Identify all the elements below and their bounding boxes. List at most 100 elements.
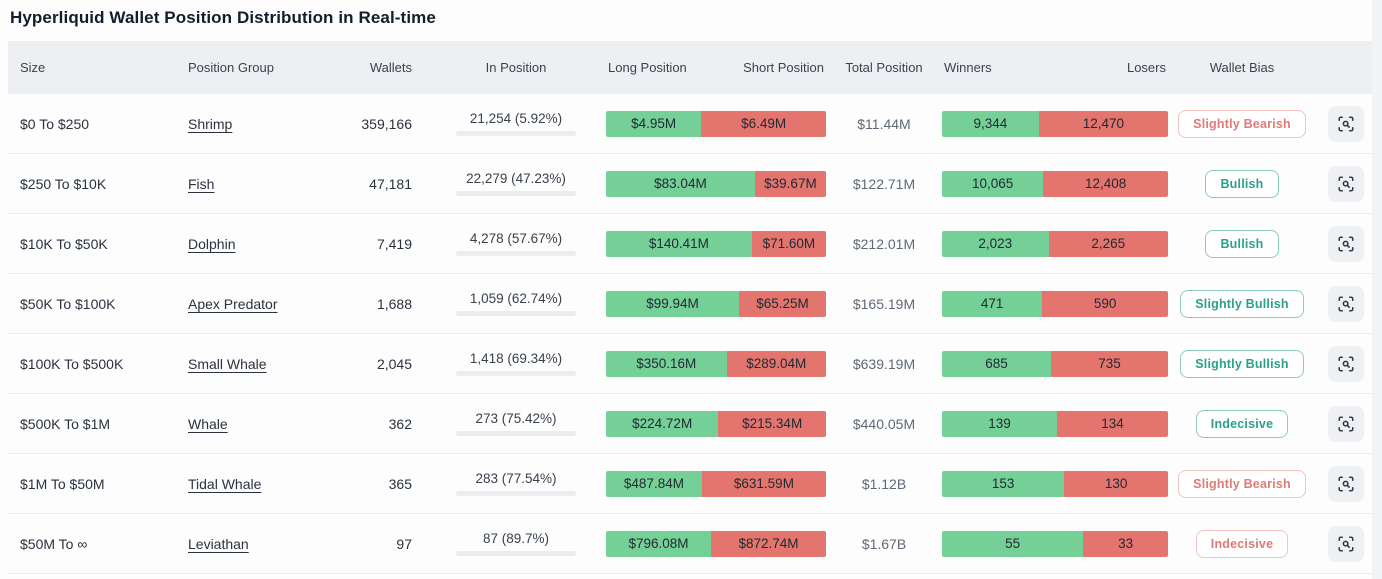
in-position-progress-track — [456, 491, 576, 496]
wallet-bias-badge: Bullish — [1205, 229, 1279, 258]
position-group-link[interactable]: Small Whale — [188, 355, 267, 372]
table-row: $500K To $1M Whale 362 273 (75.42%) $224… — [8, 394, 1372, 454]
inspect-wallets-button[interactable] — [1328, 165, 1364, 202]
short-position-segment: $65.25M — [739, 290, 826, 317]
position-group-link[interactable]: Whale — [188, 415, 228, 432]
winners-segment: 153 — [942, 470, 1065, 497]
long-position-segment: $224.72M — [606, 410, 719, 437]
winners-segment: 139 — [942, 410, 1058, 437]
inspect-wallets-button[interactable] — [1328, 285, 1364, 322]
losers-segment: 12,470 — [1038, 110, 1168, 137]
position-group-cell: Small Whale — [188, 356, 338, 372]
table-row: $250 To $10K Fish 47,181 22,279 (47.23%)… — [8, 154, 1372, 214]
row-action-cell — [1316, 105, 1376, 142]
winners-losers-bar: 139 134 — [942, 410, 1168, 437]
inspect-wallets-button[interactable] — [1328, 405, 1364, 442]
winners-losers-bar: 471 590 — [942, 290, 1168, 317]
position-group-link[interactable]: Tidal Whale — [188, 475, 262, 492]
size-range: $10K To $50K — [20, 235, 108, 252]
size-range: $1M To $50M — [20, 475, 105, 492]
wallet-bias-cell: Slightly Bullish — [1168, 289, 1316, 318]
winners-segment: 55 — [942, 530, 1084, 557]
row-action-cell — [1316, 225, 1376, 262]
wallet-bias-cell: Bullish — [1168, 229, 1316, 258]
in-position-cell: 21,254 (5.92%) — [426, 111, 606, 136]
col-header-size: Size — [20, 60, 46, 75]
col-header-bias: Wallet Bias — [1209, 60, 1275, 75]
total-position: $11.44M — [857, 115, 911, 132]
in-position-label: 87 (89.7%) — [482, 531, 550, 546]
losers-segment: 134 — [1057, 410, 1168, 437]
wallets-count: 365 — [388, 475, 412, 492]
position-group-cell: Apex Predator — [188, 296, 338, 312]
long-short-bar: $83.04M $39.67M — [606, 170, 826, 197]
long-short-bar: $487.84M $631.59M — [606, 470, 826, 497]
inspect-wallets-button[interactable] — [1328, 525, 1364, 562]
size-range: $50K To $100K — [20, 295, 116, 312]
in-position-label: 1,418 (69.34%) — [469, 351, 563, 366]
long-position-segment: $350.16M — [606, 350, 727, 377]
size-range: $250 To $10K — [20, 175, 107, 192]
long-position-segment: $796.08M — [606, 530, 711, 557]
wallet-bias-badge: Indecisive — [1195, 409, 1289, 438]
winners-segment: 2,023 — [942, 230, 1049, 257]
position-group-link[interactable]: Apex Predator — [188, 295, 278, 312]
winners-losers-bar: 2,023 2,265 — [942, 230, 1168, 257]
short-position-segment: $289.04M — [726, 350, 826, 377]
winners-losers-bar: 685 735 — [942, 350, 1168, 377]
col-header-total: Total Position — [845, 60, 923, 75]
row-action-cell — [1316, 285, 1376, 322]
table-header-row: Size Position Group Wallets In Position … — [8, 41, 1372, 94]
in-position-cell: 22,279 (47.23%) — [426, 171, 606, 196]
in-position-progress-track — [456, 251, 576, 256]
in-position-label: 22,279 (47.23%) — [466, 171, 566, 186]
scan-search-icon — [1337, 475, 1355, 493]
in-position-cell: 1,418 (69.34%) — [426, 351, 606, 376]
position-group-cell: Fish — [188, 176, 338, 192]
in-position-label: 21,254 (5.92%) — [469, 111, 563, 126]
position-group-link[interactable]: Fish — [188, 175, 215, 192]
winners-losers-bar: 55 33 — [942, 530, 1168, 557]
col-header-in-position: In Position — [485, 60, 547, 75]
col-header-short: Short Position — [743, 60, 824, 75]
scan-search-icon — [1337, 355, 1355, 373]
losers-segment: 12,408 — [1043, 170, 1168, 197]
in-position-label: 273 (75.42%) — [475, 411, 557, 426]
table-row: $100K To $500K Small Whale 2,045 1,418 (… — [8, 334, 1372, 394]
scan-search-icon — [1337, 415, 1355, 433]
table-row: $50K To $100K Apex Predator 1,688 1,059 … — [8, 274, 1372, 334]
wallets-count: 7,419 — [376, 235, 412, 252]
wallet-position-table: Size Position Group Wallets In Position … — [8, 41, 1372, 574]
long-short-bar: $224.72M $215.34M — [606, 410, 826, 437]
position-group-link[interactable]: Leviathan — [188, 535, 249, 552]
size-range: $500K To $1M — [20, 415, 111, 432]
table-row: $1M To $50M Tidal Whale 365 283 (77.54%)… — [8, 454, 1372, 514]
losers-segment: 735 — [1051, 350, 1168, 377]
page-title: Hyperliquid Wallet Position Distribution… — [10, 8, 436, 27]
position-group-cell: Leviathan — [188, 536, 338, 552]
losers-segment: 130 — [1064, 470, 1168, 497]
row-action-cell — [1316, 405, 1376, 442]
in-position-progress-track — [456, 431, 576, 436]
inspect-wallets-button[interactable] — [1328, 105, 1364, 142]
inspect-wallets-button[interactable] — [1328, 345, 1364, 382]
wallets-count: 359,166 — [361, 115, 412, 132]
position-group-link[interactable]: Dolphin — [188, 235, 236, 252]
scan-search-icon — [1337, 175, 1355, 193]
inspect-wallets-button[interactable] — [1328, 465, 1364, 502]
row-action-cell — [1316, 525, 1376, 562]
wallet-bias-badge: Indecisive — [1195, 529, 1289, 558]
col-header-long-short: Long Position Short Position — [606, 60, 826, 75]
col-header-wallets: Wallets — [369, 60, 412, 75]
winners-segment: 9,344 — [942, 110, 1039, 137]
table-row: $10K To $50K Dolphin 7,419 4,278 (57.67%… — [8, 214, 1372, 274]
inspect-wallets-button[interactable] — [1328, 225, 1364, 262]
position-group-cell: Whale — [188, 416, 338, 432]
wallet-bias-badge: Slightly Bearish — [1178, 469, 1306, 498]
wallet-bias-badge: Slightly Bullish — [1180, 289, 1304, 318]
in-position-label: 1,059 (62.74%) — [469, 291, 563, 306]
size-range: $50M To ∞ — [20, 535, 88, 552]
position-group-cell: Dolphin — [188, 236, 338, 252]
position-group-link[interactable]: Shrimp — [188, 115, 233, 132]
